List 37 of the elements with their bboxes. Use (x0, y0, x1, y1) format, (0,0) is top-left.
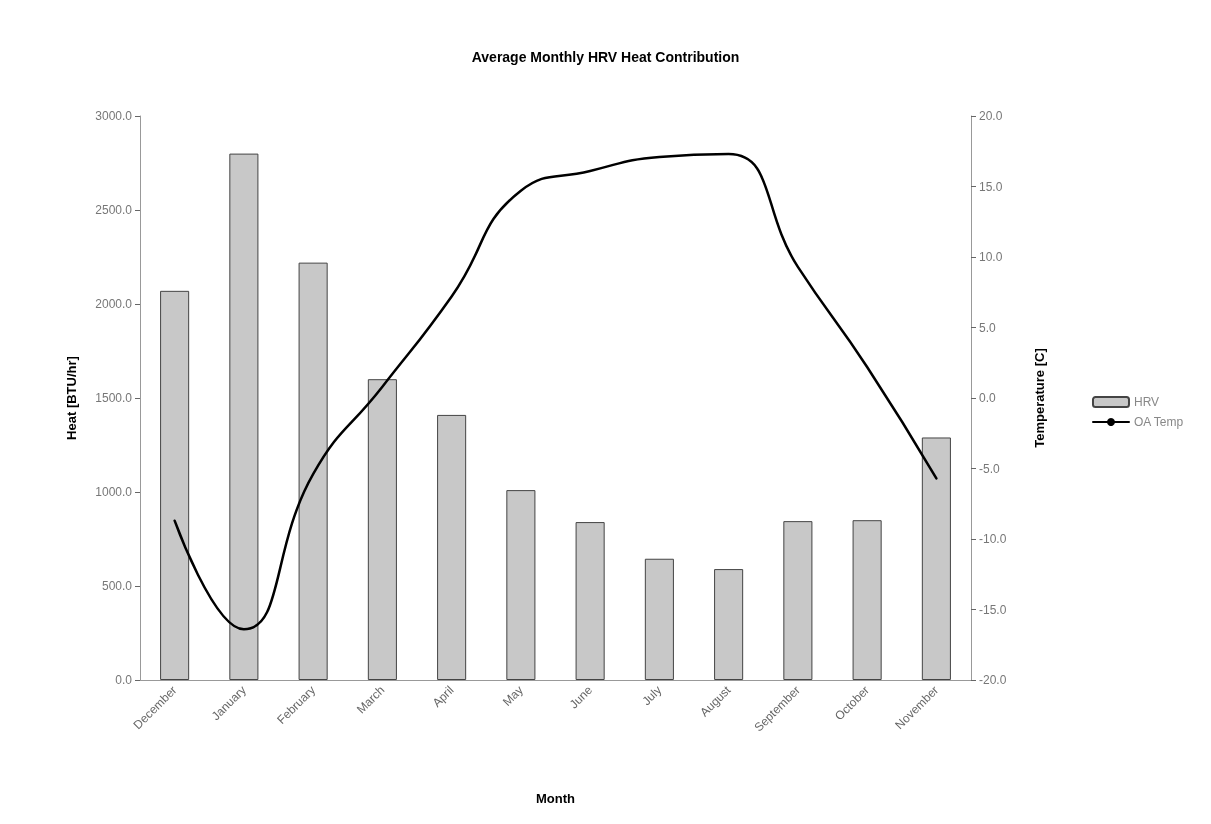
y2-tick-label: -10.0 (979, 532, 1007, 546)
y2-tick-label: 10.0 (979, 250, 1003, 264)
x-tick-label: May (499, 683, 526, 709)
legend-label: OA Temp (1133, 415, 1184, 429)
y2-tick-label: 20.0 (979, 109, 1003, 123)
bar (298, 262, 328, 680)
bar (852, 520, 882, 680)
y-tick-label: 2500.0 (95, 203, 133, 217)
y-tick-label: 1500.0 (95, 391, 133, 405)
bar (367, 379, 397, 680)
line-series (173, 152, 938, 631)
bar (714, 569, 744, 680)
y2-tick-label: -20.0 (979, 673, 1007, 687)
bar (783, 521, 813, 680)
y2-tick-label: 0.0 (979, 391, 997, 405)
legend-label: HRV (1133, 395, 1160, 409)
x-axis-title: Month (536, 791, 576, 806)
bar (506, 490, 536, 680)
bar (160, 290, 190, 680)
bar (229, 153, 259, 680)
bar (437, 414, 467, 680)
y2-tick-label: 15.0 (979, 179, 1003, 194)
bar (644, 558, 674, 680)
bar (921, 437, 951, 680)
y-tick-label: 1000.0 (95, 485, 133, 499)
y-tick-label: 2000.0 (95, 297, 133, 311)
bar (575, 522, 605, 680)
x-tick-label: July (639, 683, 665, 709)
y-tick-label: 0.0 (115, 673, 133, 687)
y-tick-label: 500.0 (101, 579, 133, 593)
y2-tick-label: -5.0 (979, 461, 1000, 476)
y2-tick-label: 5.0 (979, 320, 997, 335)
y2-tick-label: -15.0 (979, 602, 1007, 617)
y-tick-label: 3000.0 (95, 109, 133, 123)
y2-axis-title: Temperature [C] (1032, 348, 1047, 448)
y-axis-title: Heat [BTU/hr] (64, 356, 79, 440)
chart-title: Average Monthly HRV Heat Contribution (471, 49, 740, 65)
